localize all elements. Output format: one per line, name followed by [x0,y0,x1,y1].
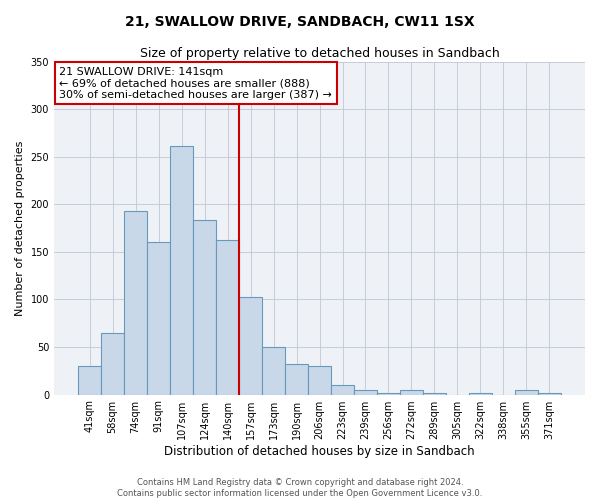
Bar [354,390,377,394]
Bar [170,146,193,394]
Bar [285,364,308,394]
Bar [331,385,354,394]
Text: 21, SWALLOW DRIVE, SANDBACH, CW11 1SX: 21, SWALLOW DRIVE, SANDBACH, CW11 1SX [125,15,475,29]
Bar [193,220,216,394]
Text: 21 SWALLOW DRIVE: 141sqm
← 69% of detached houses are smaller (888)
30% of semi-: 21 SWALLOW DRIVE: 141sqm ← 69% of detach… [59,66,332,100]
Bar [78,366,101,394]
Text: Contains HM Land Registry data © Crown copyright and database right 2024.
Contai: Contains HM Land Registry data © Crown c… [118,478,482,498]
Y-axis label: Number of detached properties: Number of detached properties [15,140,25,316]
Bar [423,392,446,394]
Bar [124,211,147,394]
Bar [538,392,561,394]
Bar [515,390,538,394]
Bar [308,366,331,394]
Bar [469,392,492,394]
Bar [216,240,239,394]
Bar [101,333,124,394]
Bar [147,242,170,394]
Title: Size of property relative to detached houses in Sandbach: Size of property relative to detached ho… [140,48,499,60]
Bar [377,392,400,394]
Bar [262,347,285,395]
Bar [400,390,423,394]
Bar [239,296,262,394]
X-axis label: Distribution of detached houses by size in Sandbach: Distribution of detached houses by size … [164,444,475,458]
